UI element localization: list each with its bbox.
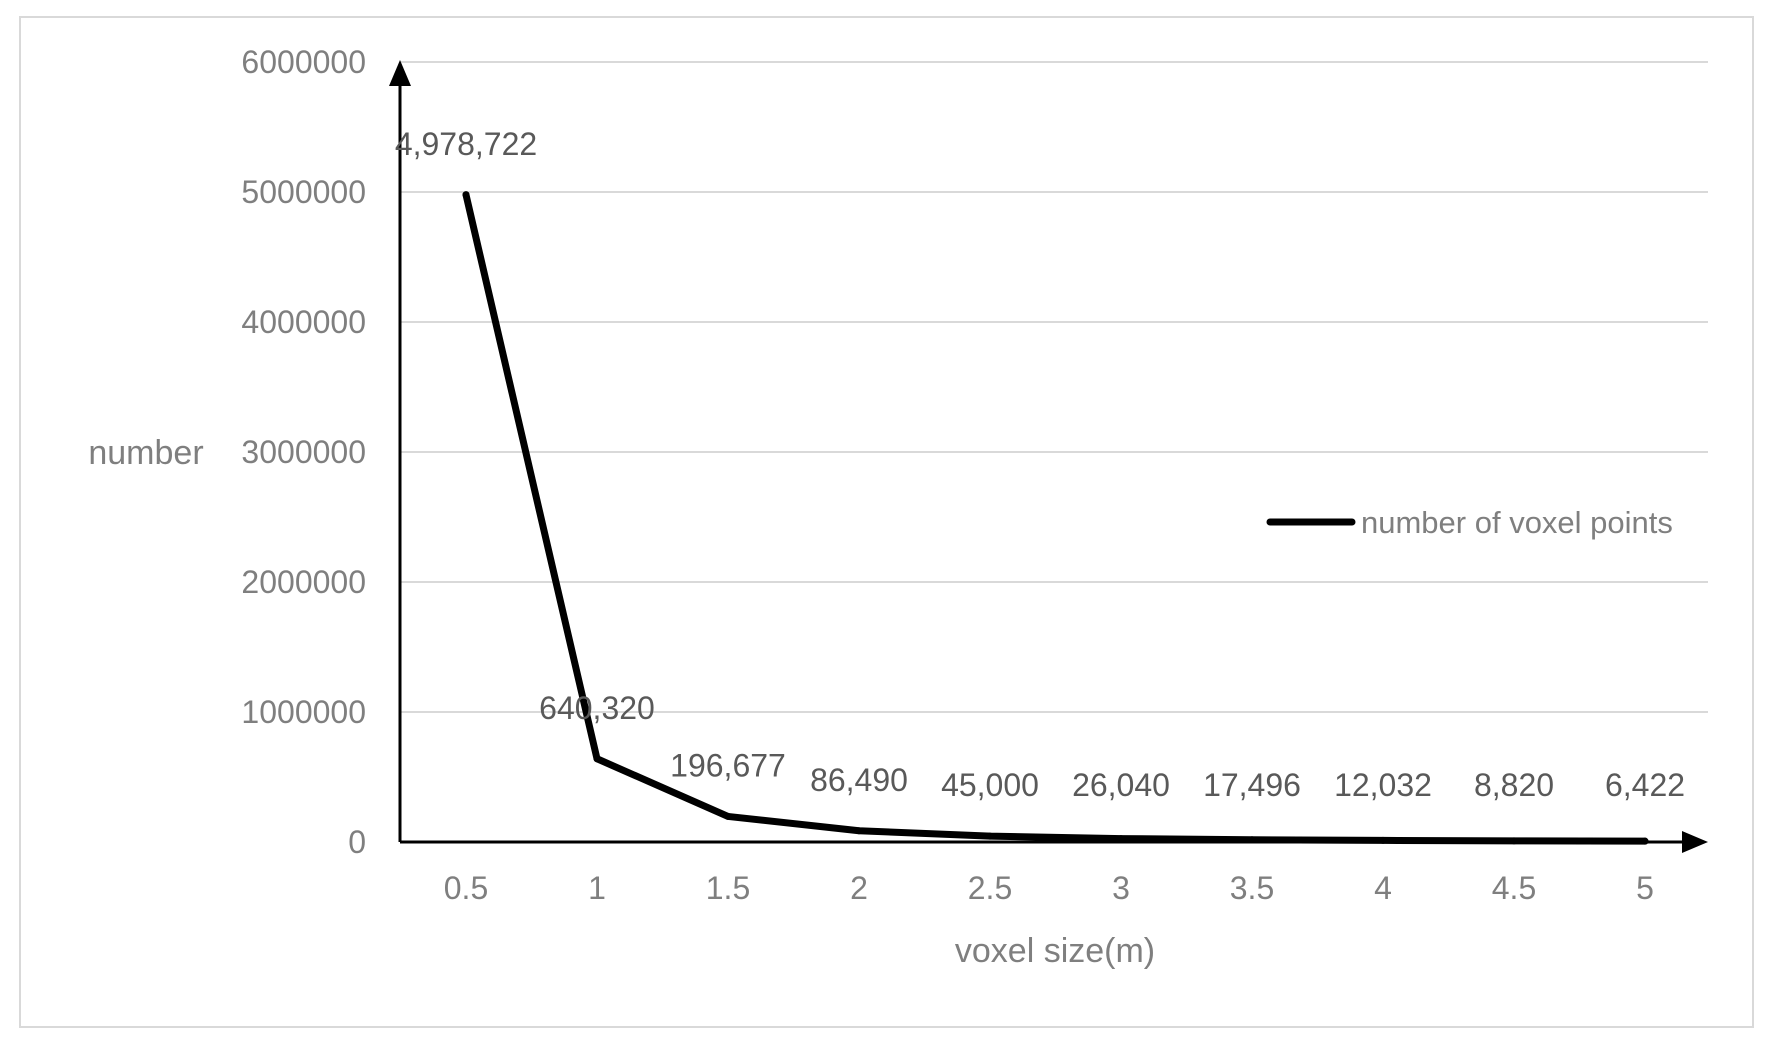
x-tick-label: 4 — [1374, 870, 1392, 906]
y-tick-label: 6000000 — [241, 44, 366, 80]
x-tick-label: 2 — [850, 870, 868, 906]
data-label: 196,677 — [670, 747, 786, 783]
data-point — [986, 832, 994, 840]
x-axis-arrow — [1682, 831, 1708, 853]
y-tick-label: 3000000 — [241, 434, 366, 470]
data-point — [1641, 837, 1649, 845]
y-tick-label: 5000000 — [241, 174, 366, 210]
x-tick-label: 3.5 — [1230, 870, 1274, 906]
gridlines — [400, 61, 1708, 713]
x-tick-label: 2.5 — [968, 870, 1012, 906]
data-label: 86,490 — [810, 762, 908, 798]
y-tick-label: 2000000 — [241, 564, 366, 600]
data-label: 12,032 — [1334, 767, 1432, 803]
data-point — [855, 827, 863, 835]
y-tick-label: 4000000 — [241, 304, 366, 340]
y-tick-label: 0 — [348, 824, 366, 860]
data-label: 45,000 — [941, 767, 1039, 803]
data-label: 4,978,722 — [395, 126, 537, 162]
data-label: 26,040 — [1072, 767, 1170, 803]
x-tick-label: 4.5 — [1492, 870, 1536, 906]
x-tick-label: 5 — [1636, 870, 1654, 906]
series-layer — [462, 191, 1649, 845]
chart-frame — [19, 16, 1754, 1028]
data-point — [1379, 836, 1387, 844]
data-point — [724, 812, 732, 820]
data-point — [593, 755, 601, 763]
x-tick-label: 0.5 — [444, 870, 488, 906]
series-line — [462, 191, 1649, 845]
data-point — [1117, 835, 1125, 843]
x-axis-title: voxel size(m) — [955, 932, 1155, 970]
x-tick-label: 3 — [1112, 870, 1130, 906]
data-labels: 4,978,722 640,320 196,677 86,490 45,000 26,04… — [395, 126, 1685, 803]
tick-labels: 0 1000000 2000000 3000000 4000000 5000000 6000… — [241, 44, 1653, 906]
legend: number of voxel points — [1266, 505, 1673, 540]
y-axis-arrow — [389, 60, 411, 86]
data-label: 8,820 — [1474, 767, 1554, 803]
y-axis-title: number — [88, 434, 203, 472]
data-point — [1510, 837, 1518, 845]
data-point — [462, 191, 470, 199]
x-tick-label: 1 — [588, 870, 606, 906]
legend-label: number of voxel points — [1361, 505, 1673, 540]
x-tick-label: 1.5 — [706, 870, 750, 906]
data-label: 640,320 — [539, 690, 655, 726]
data-label: 17,496 — [1203, 767, 1301, 803]
data-label: 6,422 — [1605, 767, 1685, 803]
data-point — [1248, 836, 1256, 844]
y-tick-label: 1000000 — [241, 694, 366, 730]
